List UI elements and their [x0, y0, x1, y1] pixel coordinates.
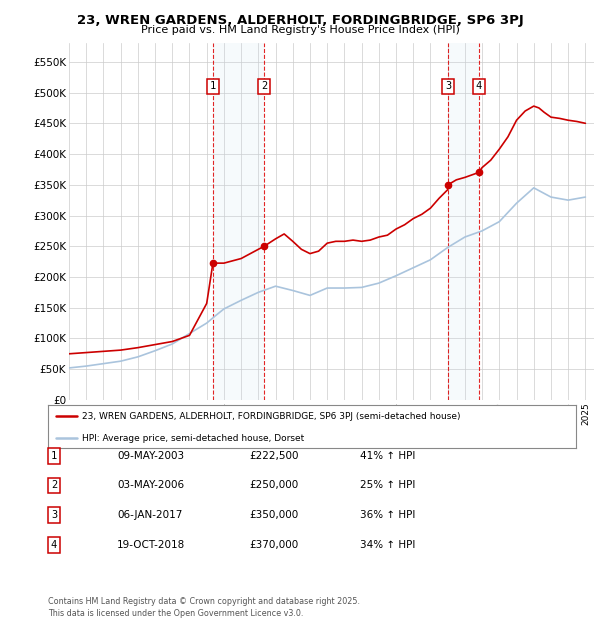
Text: 23, WREN GARDENS, ALDERHOLT, FORDINGBRIDGE, SP6 3PJ (semi-detached house): 23, WREN GARDENS, ALDERHOLT, FORDINGBRID…	[82, 412, 461, 421]
Text: 34% ↑ HPI: 34% ↑ HPI	[360, 540, 415, 550]
Text: £250,000: £250,000	[249, 480, 298, 490]
Text: 23, WREN GARDENS, ALDERHOLT, FORDINGBRIDGE, SP6 3PJ: 23, WREN GARDENS, ALDERHOLT, FORDINGBRID…	[77, 14, 523, 27]
Text: 1: 1	[51, 451, 57, 461]
Text: 2: 2	[261, 81, 268, 91]
Text: £350,000: £350,000	[249, 510, 298, 520]
Text: 09-MAY-2003: 09-MAY-2003	[117, 451, 184, 461]
Text: 03-MAY-2006: 03-MAY-2006	[117, 480, 184, 490]
Text: 4: 4	[51, 540, 57, 550]
Text: 2: 2	[51, 480, 57, 490]
Text: 41% ↑ HPI: 41% ↑ HPI	[360, 451, 415, 461]
Text: £222,500: £222,500	[249, 451, 299, 461]
Bar	[213, 43, 264, 400]
Text: Price paid vs. HM Land Registry's House Price Index (HPI): Price paid vs. HM Land Registry's House …	[140, 25, 460, 35]
Text: 19-OCT-2018: 19-OCT-2018	[117, 540, 185, 550]
Text: 4: 4	[476, 81, 482, 91]
Text: Contains HM Land Registry data © Crown copyright and database right 2025.
This d: Contains HM Land Registry data © Crown c…	[48, 596, 360, 618]
Text: 3: 3	[51, 510, 57, 520]
Text: 36% ↑ HPI: 36% ↑ HPI	[360, 510, 415, 520]
Text: 1: 1	[210, 81, 216, 91]
Text: 25% ↑ HPI: 25% ↑ HPI	[360, 480, 415, 490]
Text: 06-JAN-2017: 06-JAN-2017	[117, 510, 182, 520]
Text: £370,000: £370,000	[249, 540, 298, 550]
Text: 3: 3	[445, 81, 451, 91]
Text: HPI: Average price, semi-detached house, Dorset: HPI: Average price, semi-detached house,…	[82, 434, 305, 443]
Bar	[448, 43, 479, 400]
